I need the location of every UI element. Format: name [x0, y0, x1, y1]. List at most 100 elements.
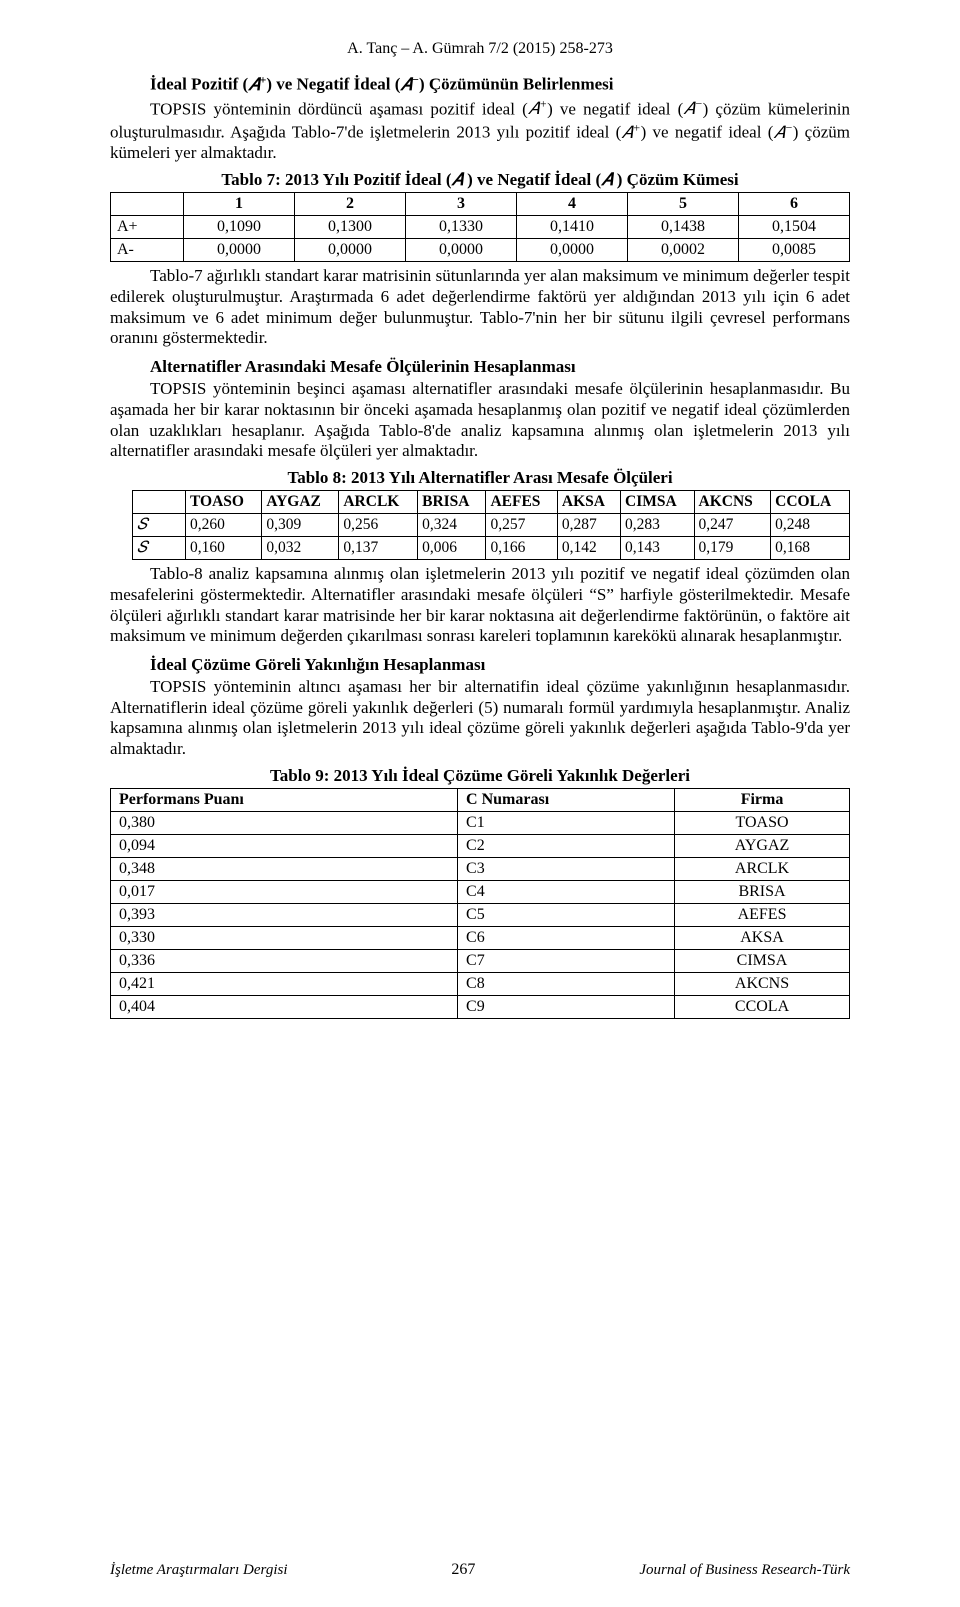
table-cell: 0,166 — [486, 537, 557, 560]
table-row: 𝑆 0,160 0,032 0,137 0,006 0,166 0,142 0,… — [133, 537, 850, 560]
table-row: 0,348C3ARCLK — [111, 857, 850, 880]
table-cell: 0,0085 — [739, 239, 850, 262]
paragraph: Tablo-7 ağırlıklı standart karar matrisi… — [110, 266, 850, 349]
table-row: Performans Puanı C Numarası Firma — [111, 788, 850, 811]
section-title-ideal-cozume: İdeal Çözüme Göreli Yakınlığın Hesaplanm… — [110, 655, 850, 675]
table-cell: 0,137 — [339, 537, 418, 560]
table-header: 6 — [739, 193, 850, 216]
table-cell: AKSA — [675, 926, 850, 949]
table-cell: 0,324 — [418, 514, 486, 537]
table-cell: 0,0000 — [406, 239, 517, 262]
glyph-a-minus: 𝐴− — [683, 99, 702, 118]
table9: Performans Puanı C Numarası Firma 0,380C… — [110, 788, 850, 1019]
caption-text: ) Çözüm Kümesi — [613, 170, 739, 189]
caption-text: Tablo 7: 2013 Yılı Pozitif İdeal ( — [221, 170, 451, 189]
text: ) ve negatif ideal ( — [641, 123, 774, 142]
paragraph: TOPSIS yönteminin beşinci aşaması altern… — [110, 379, 850, 462]
table7: 1 2 3 4 5 6 A+ 0,1090 0,1300 0,1330 0,14… — [110, 192, 850, 262]
title-text: ) Çözümünün Belirlenmesi — [419, 75, 614, 94]
table-row: TOASO AYGAZ ARCLK BRISA AEFES AKSA CIMSA… — [133, 491, 850, 514]
table-row: A+ 0,1090 0,1300 0,1330 0,1410 0,1438 0,… — [111, 216, 850, 239]
table-row: 0,017C4BRISA — [111, 880, 850, 903]
table-cell: TOASO — [675, 811, 850, 834]
table-cell: CIMSA — [675, 949, 850, 972]
table-cell: 0,032 — [262, 537, 339, 560]
table-cell: 0,287 — [557, 514, 620, 537]
paragraph: Tablo-8 analiz kapsamına alınmış olan iş… — [110, 564, 850, 647]
glyph-a-plus: 𝐴+ — [248, 75, 266, 94]
table-cell: C2 — [458, 834, 675, 857]
table-cell: 0,017 — [111, 880, 458, 903]
table-header: Firma — [675, 788, 850, 811]
table-cell: 0,348 — [111, 857, 458, 880]
table8: TOASO AYGAZ ARCLK BRISA AEFES AKSA CIMSA… — [132, 490, 850, 560]
table-header: AKSA — [557, 491, 620, 514]
table-cell: 0,336 — [111, 949, 458, 972]
glyph-a-minus: 𝐴− — [773, 123, 792, 142]
table-cell: 0,1504 — [739, 216, 850, 239]
glyph-s: 𝑆 — [137, 516, 147, 533]
table-cell: 0,1300 — [295, 216, 406, 239]
table-cell: C8 — [458, 972, 675, 995]
table-row: A- 0,0000 0,0000 0,0000 0,0000 0,0002 0,… — [111, 239, 850, 262]
table-cell: 0,421 — [111, 972, 458, 995]
footer-right: Journal of Business Research-Türk — [639, 1562, 850, 1579]
caption-text: ) ve Negatif İdeal ( — [463, 170, 601, 189]
table-cell: C1 — [458, 811, 675, 834]
row-label: 𝑆 — [133, 537, 186, 560]
table-cell: C6 — [458, 926, 675, 949]
page: A. Tanç – A. Gümrah 7/2 (2015) 258-273 İ… — [0, 0, 960, 1607]
paragraph: TOPSIS yönteminin altıncı aşaması her bi… — [110, 677, 850, 760]
footer-left: İşletme Araştırmaları Dergisi — [110, 1562, 288, 1579]
section-title-alternatifler: Alternatifler Arasındaki Mesafe Ölçüleri… — [110, 357, 850, 377]
title-text: ) ve Negatif İdeal ( — [266, 75, 400, 94]
table-header: AKCNS — [694, 491, 771, 514]
section-title-ideal-pozitif: İdeal Pozitif (𝐴+) ve Negatif İdeal (𝐴−)… — [110, 72, 850, 95]
glyph-a-plus: 𝐴+ — [621, 123, 640, 142]
text: TOPSIS yönteminin dördüncü aşaması pozit… — [150, 99, 528, 118]
glyph-s: 𝑆 — [137, 539, 147, 556]
table8-caption: Tablo 8: 2013 Yılı Alternatifler Arası M… — [110, 468, 850, 488]
table-cell: 0,380 — [111, 811, 458, 834]
table-cell: C7 — [458, 949, 675, 972]
table-cell: 0,257 — [486, 514, 557, 537]
glyph-a-plus: 𝐴+ — [528, 99, 547, 118]
table-cell: BRISA — [675, 880, 850, 903]
glyph-a: 𝐴 — [452, 170, 463, 189]
row-label: 𝑆 — [133, 514, 186, 537]
table-cell: 0,142 — [557, 537, 620, 560]
table-row: 0,094C2AYGAZ — [111, 834, 850, 857]
table-cell: 0,006 — [418, 537, 486, 560]
table-row: 0,421C8AKCNS — [111, 972, 850, 995]
table-header: C Numarası — [458, 788, 675, 811]
table9-caption: Tablo 9: 2013 Yılı İdeal Çözüme Göreli Y… — [110, 766, 850, 786]
table-row: 0,336C7CIMSA — [111, 949, 850, 972]
table8-wrap: TOASO AYGAZ ARCLK BRISA AEFES AKSA CIMSA… — [110, 490, 850, 560]
title-text: İdeal Pozitif ( — [150, 75, 248, 94]
table-header: 3 — [406, 193, 517, 216]
table-cell: AKCNS — [675, 972, 850, 995]
glyph-a-minus: 𝐴− — [400, 75, 419, 94]
table-row: 𝑆 0,260 0,309 0,256 0,324 0,257 0,287 0,… — [133, 514, 850, 537]
table-cell: 0,404 — [111, 995, 458, 1018]
table-row: 0,404C9CCOLA — [111, 995, 850, 1018]
table-cell: AEFES — [675, 903, 850, 926]
table-row: 0,330C6AKSA — [111, 926, 850, 949]
table7-caption: Tablo 7: 2013 Yılı Pozitif İdeal (𝐴 ) ve… — [110, 170, 850, 190]
table-header: CCOLA — [771, 491, 850, 514]
table-header: 2 — [295, 193, 406, 216]
table-header: 1 — [184, 193, 295, 216]
table-cell: 0,260 — [186, 514, 262, 537]
table-cell: 0,1090 — [184, 216, 295, 239]
row-label: A- — [111, 239, 184, 262]
table-header: BRISA — [418, 491, 486, 514]
table-cell: 0,393 — [111, 903, 458, 926]
table-cell: 0,330 — [111, 926, 458, 949]
table-cell: 0,160 — [186, 537, 262, 560]
page-number: 267 — [451, 1561, 475, 1579]
table-cell: 0,247 — [694, 514, 771, 537]
table-cell: 0,0000 — [184, 239, 295, 262]
table-cell: 0,256 — [339, 514, 418, 537]
table-cell: 0,248 — [771, 514, 850, 537]
table-cell: C4 — [458, 880, 675, 903]
